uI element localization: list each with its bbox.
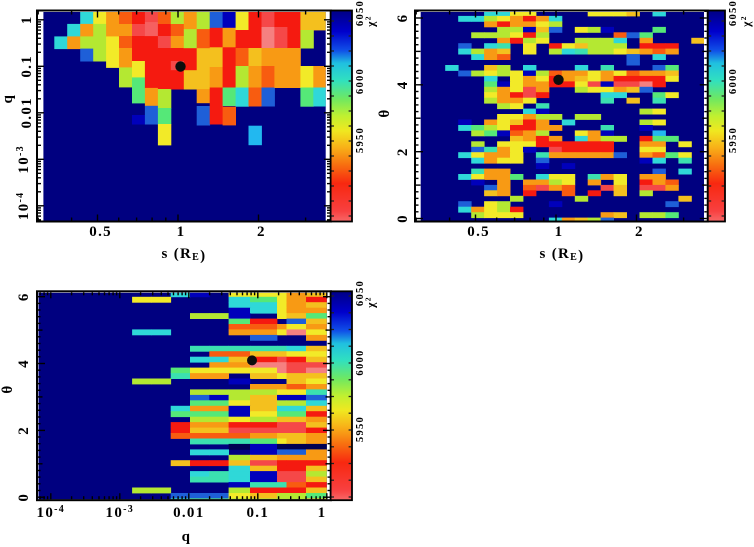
svg-text:2: 2 [395, 147, 411, 156]
svg-text:1: 1 [318, 505, 327, 521]
svg-text:6050: 6050 [355, 0, 366, 26]
svg-text:5950: 5950 [728, 127, 739, 153]
svg-text:2: 2 [635, 224, 644, 240]
svg-text:2: 2 [16, 426, 32, 435]
svg-text:θ: θ [0, 384, 16, 393]
svg-text:4: 4 [395, 80, 411, 89]
svg-text:6: 6 [395, 14, 411, 23]
svg-text:q: q [182, 529, 192, 545]
svg-text:0: 0 [395, 214, 411, 223]
svg-text:4: 4 [16, 359, 32, 368]
svg-text:1: 1 [555, 224, 564, 240]
svg-text:0.5: 0.5 [467, 224, 490, 240]
svg-text:2: 2 [257, 224, 266, 240]
svg-text:6050: 6050 [728, 0, 739, 26]
svg-text:1: 1 [19, 15, 35, 24]
svg-text:5950: 5950 [355, 416, 366, 442]
svg-text:s (RE): s (RE) [540, 246, 585, 264]
svg-text:6000: 6000 [355, 349, 366, 375]
svg-text:q: q [0, 94, 16, 104]
svg-text:0.1: 0.1 [19, 55, 35, 78]
svg-text:6000: 6000 [355, 68, 366, 94]
svg-text:θ: θ [377, 108, 393, 117]
svg-text:0.01: 0.01 [19, 97, 35, 128]
svg-text:6000: 6000 [728, 68, 739, 94]
svg-text:0.01: 0.01 [173, 505, 204, 521]
svg-text:1: 1 [177, 224, 186, 240]
svg-text:6050: 6050 [355, 280, 366, 306]
svg-text:0: 0 [16, 493, 32, 502]
svg-text:6: 6 [16, 292, 32, 301]
svg-text:0.1: 0.1 [246, 505, 269, 521]
svg-text:5950: 5950 [355, 127, 366, 153]
svg-text:0.5: 0.5 [89, 224, 112, 240]
svg-text:s (RE): s (RE) [162, 246, 207, 264]
